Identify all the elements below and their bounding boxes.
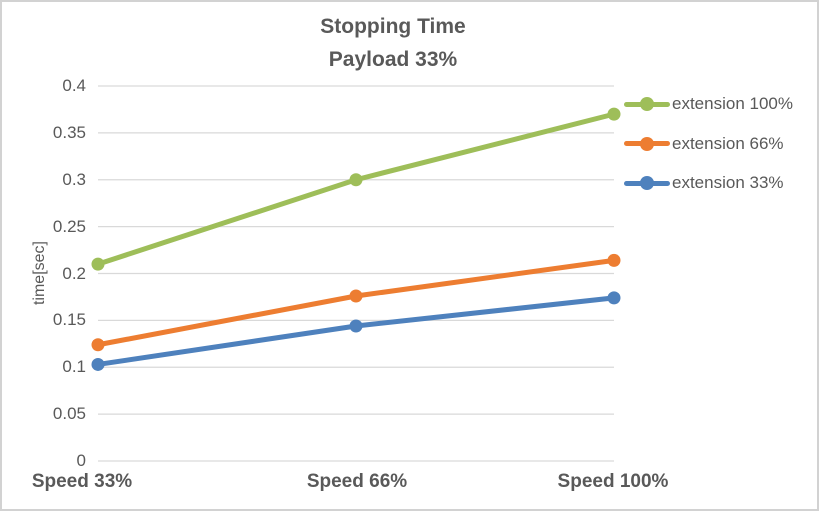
legend-item-2: extension 33% — [624, 173, 784, 193]
y-tick-label: 0.3 — [62, 169, 86, 189]
chart-title-block: Stopping Time Payload 33% — [2, 10, 784, 76]
series-line-0 — [95, 111, 617, 267]
y-tick-label: 0 — [76, 451, 86, 470]
y-tick-label: 0.35 — [52, 122, 86, 142]
legend-label: extension 33% — [672, 173, 784, 192]
y-tick-label: 0.05 — [52, 404, 86, 424]
data-point-series-1 — [607, 253, 621, 267]
legend-line-marker — [624, 176, 670, 190]
data-point-series-2 — [607, 291, 621, 305]
legend-dot-marker — [640, 176, 654, 190]
plot-area — [91, 85, 621, 462]
legend-label: extension 66% — [672, 133, 784, 153]
legend-line-marker — [624, 97, 670, 111]
x-axis-label: Speed 33% — [31, 471, 133, 492]
x-axis-label: Speed 100% — [557, 471, 669, 492]
legend-dot-marker — [640, 136, 654, 151]
legend-line-marker — [624, 136, 670, 151]
data-point-series-0 — [607, 107, 621, 121]
data-point-series-0 — [91, 257, 105, 271]
y-tick-label: 0.15 — [52, 310, 86, 330]
data-point-series-2 — [91, 357, 105, 371]
chart-title: Stopping Time — [320, 15, 466, 38]
data-point-series-1 — [91, 338, 105, 352]
plot-svg — [91, 85, 621, 462]
y-tick-label: 0.25 — [52, 216, 86, 236]
legend-label: extension 100% — [672, 94, 793, 113]
y-tick-label: 0.4 — [62, 76, 86, 95]
data-point-series-2 — [349, 319, 363, 333]
data-point-series-1 — [349, 289, 363, 303]
legend-dot-marker — [640, 97, 654, 111]
legend-item-1: extension 66% — [624, 134, 784, 154]
y-tick-label: 0.2 — [62, 263, 86, 283]
y-tick-label: 0.1 — [62, 357, 86, 377]
legend-item-0: extension 100% — [624, 94, 793, 114]
data-point-series-0 — [349, 173, 363, 187]
chart-subtitle: Payload 33% — [328, 48, 458, 71]
x-axis-label: Speed 66% — [306, 471, 408, 492]
